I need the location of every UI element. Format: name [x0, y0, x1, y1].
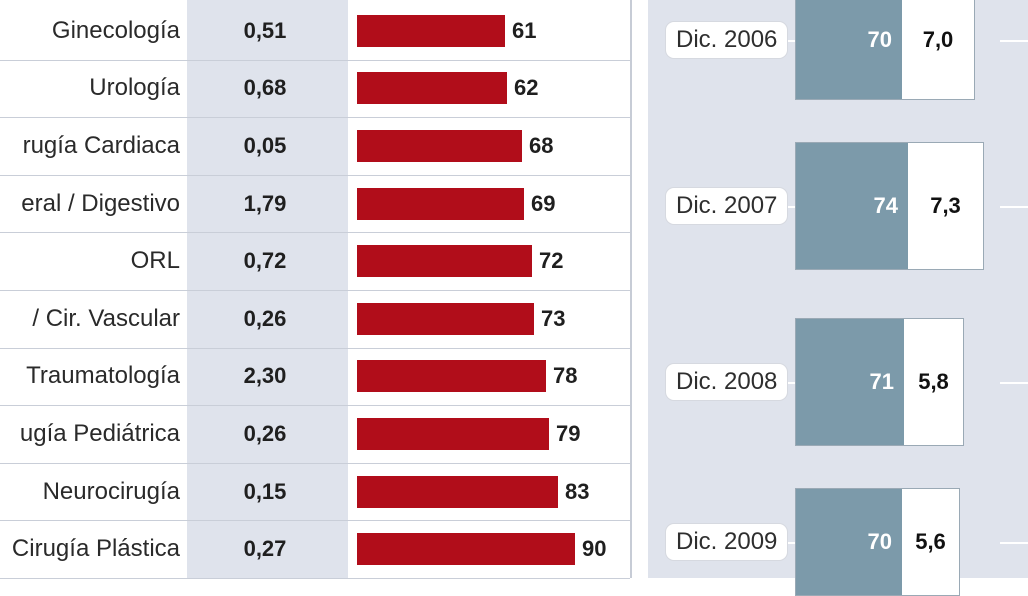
bar-value-label: 72	[539, 248, 564, 273]
year-block: 71 5,8	[795, 318, 964, 446]
category-label: ORL	[130, 247, 180, 274]
bar-value-label: 62	[514, 75, 539, 100]
index-value: 0,15	[243, 479, 287, 504]
bar	[357, 303, 534, 335]
block-segment-a: 70	[796, 0, 902, 99]
bar-value-label: 90	[582, 536, 607, 561]
index-value: 0,05	[243, 133, 287, 158]
row-divider	[0, 117, 630, 118]
period-label: Dic. 2007	[666, 188, 788, 224]
connector-line	[1000, 40, 1028, 42]
index-column-background	[187, 0, 348, 578]
bar	[357, 245, 532, 277]
category-label: ugía Pediátrica	[19, 420, 180, 447]
index-value: 2,30	[243, 363, 287, 388]
index-value: 0,26	[243, 421, 287, 446]
row-divider	[0, 463, 630, 464]
category-label: rugía Cardiaca	[22, 132, 180, 159]
index-value: 1,79	[243, 191, 287, 216]
bar-value-label: 73	[541, 306, 566, 331]
year-block: 74 7,3	[795, 142, 984, 270]
connector-line	[1000, 206, 1028, 208]
bar-value-label: 83	[565, 479, 590, 504]
bar-value-label: 78	[553, 363, 578, 388]
connector-line	[1000, 542, 1028, 544]
block-segment-a: 71	[796, 319, 904, 445]
bar-value-label: 68	[529, 133, 554, 158]
block-segment-b: 7,0	[922, 27, 954, 52]
index-value: 0,72	[243, 248, 287, 273]
row-divider	[0, 405, 630, 406]
bar	[357, 360, 546, 392]
block-segment-b: 5,8	[918, 369, 949, 394]
period-label: Dic. 2009	[666, 524, 788, 560]
category-label: Cirugía Plástica	[11, 535, 180, 562]
panel-divider	[630, 0, 632, 578]
bar	[357, 476, 558, 508]
category-label: Neurocirugía	[42, 478, 180, 505]
index-value: 0,68	[243, 75, 287, 100]
row-divider	[0, 520, 630, 521]
connector-line	[1000, 382, 1028, 384]
bar	[357, 130, 522, 162]
category-label: Traumatología	[26, 362, 180, 389]
row-divider	[0, 578, 630, 579]
block-segment-b: 5,6	[915, 529, 946, 554]
category-label: / Cir. Vascular	[32, 305, 180, 332]
row-divider	[0, 290, 630, 291]
category-label: Urología	[89, 74, 180, 101]
bar-value-label: 61	[512, 18, 537, 43]
block-segment-b: 7,3	[930, 193, 961, 218]
bar	[357, 15, 505, 47]
row-divider	[0, 175, 630, 176]
bar	[357, 533, 575, 565]
year-block: 70 5,6	[795, 488, 960, 596]
category-label: Ginecología	[51, 17, 180, 44]
block-segment-a: 74	[796, 143, 908, 269]
bar-value-label: 69	[531, 191, 556, 216]
block-segment-a: 70	[796, 489, 902, 595]
bar	[357, 418, 549, 450]
index-value: 0,51	[243, 18, 287, 43]
row-divider	[0, 60, 630, 61]
row-divider	[0, 232, 630, 233]
bar	[357, 72, 507, 104]
bar	[357, 188, 524, 220]
year-block: 70 7,0	[795, 0, 975, 100]
bar-value-label: 79	[556, 421, 581, 446]
period-label: Dic. 2006	[666, 22, 788, 58]
category-label: eral / Digestivo	[21, 190, 180, 217]
index-value: 0,27	[243, 536, 287, 561]
period-label: Dic. 2008	[666, 364, 788, 400]
index-value: 0,26	[243, 306, 287, 331]
row-divider	[0, 348, 630, 349]
